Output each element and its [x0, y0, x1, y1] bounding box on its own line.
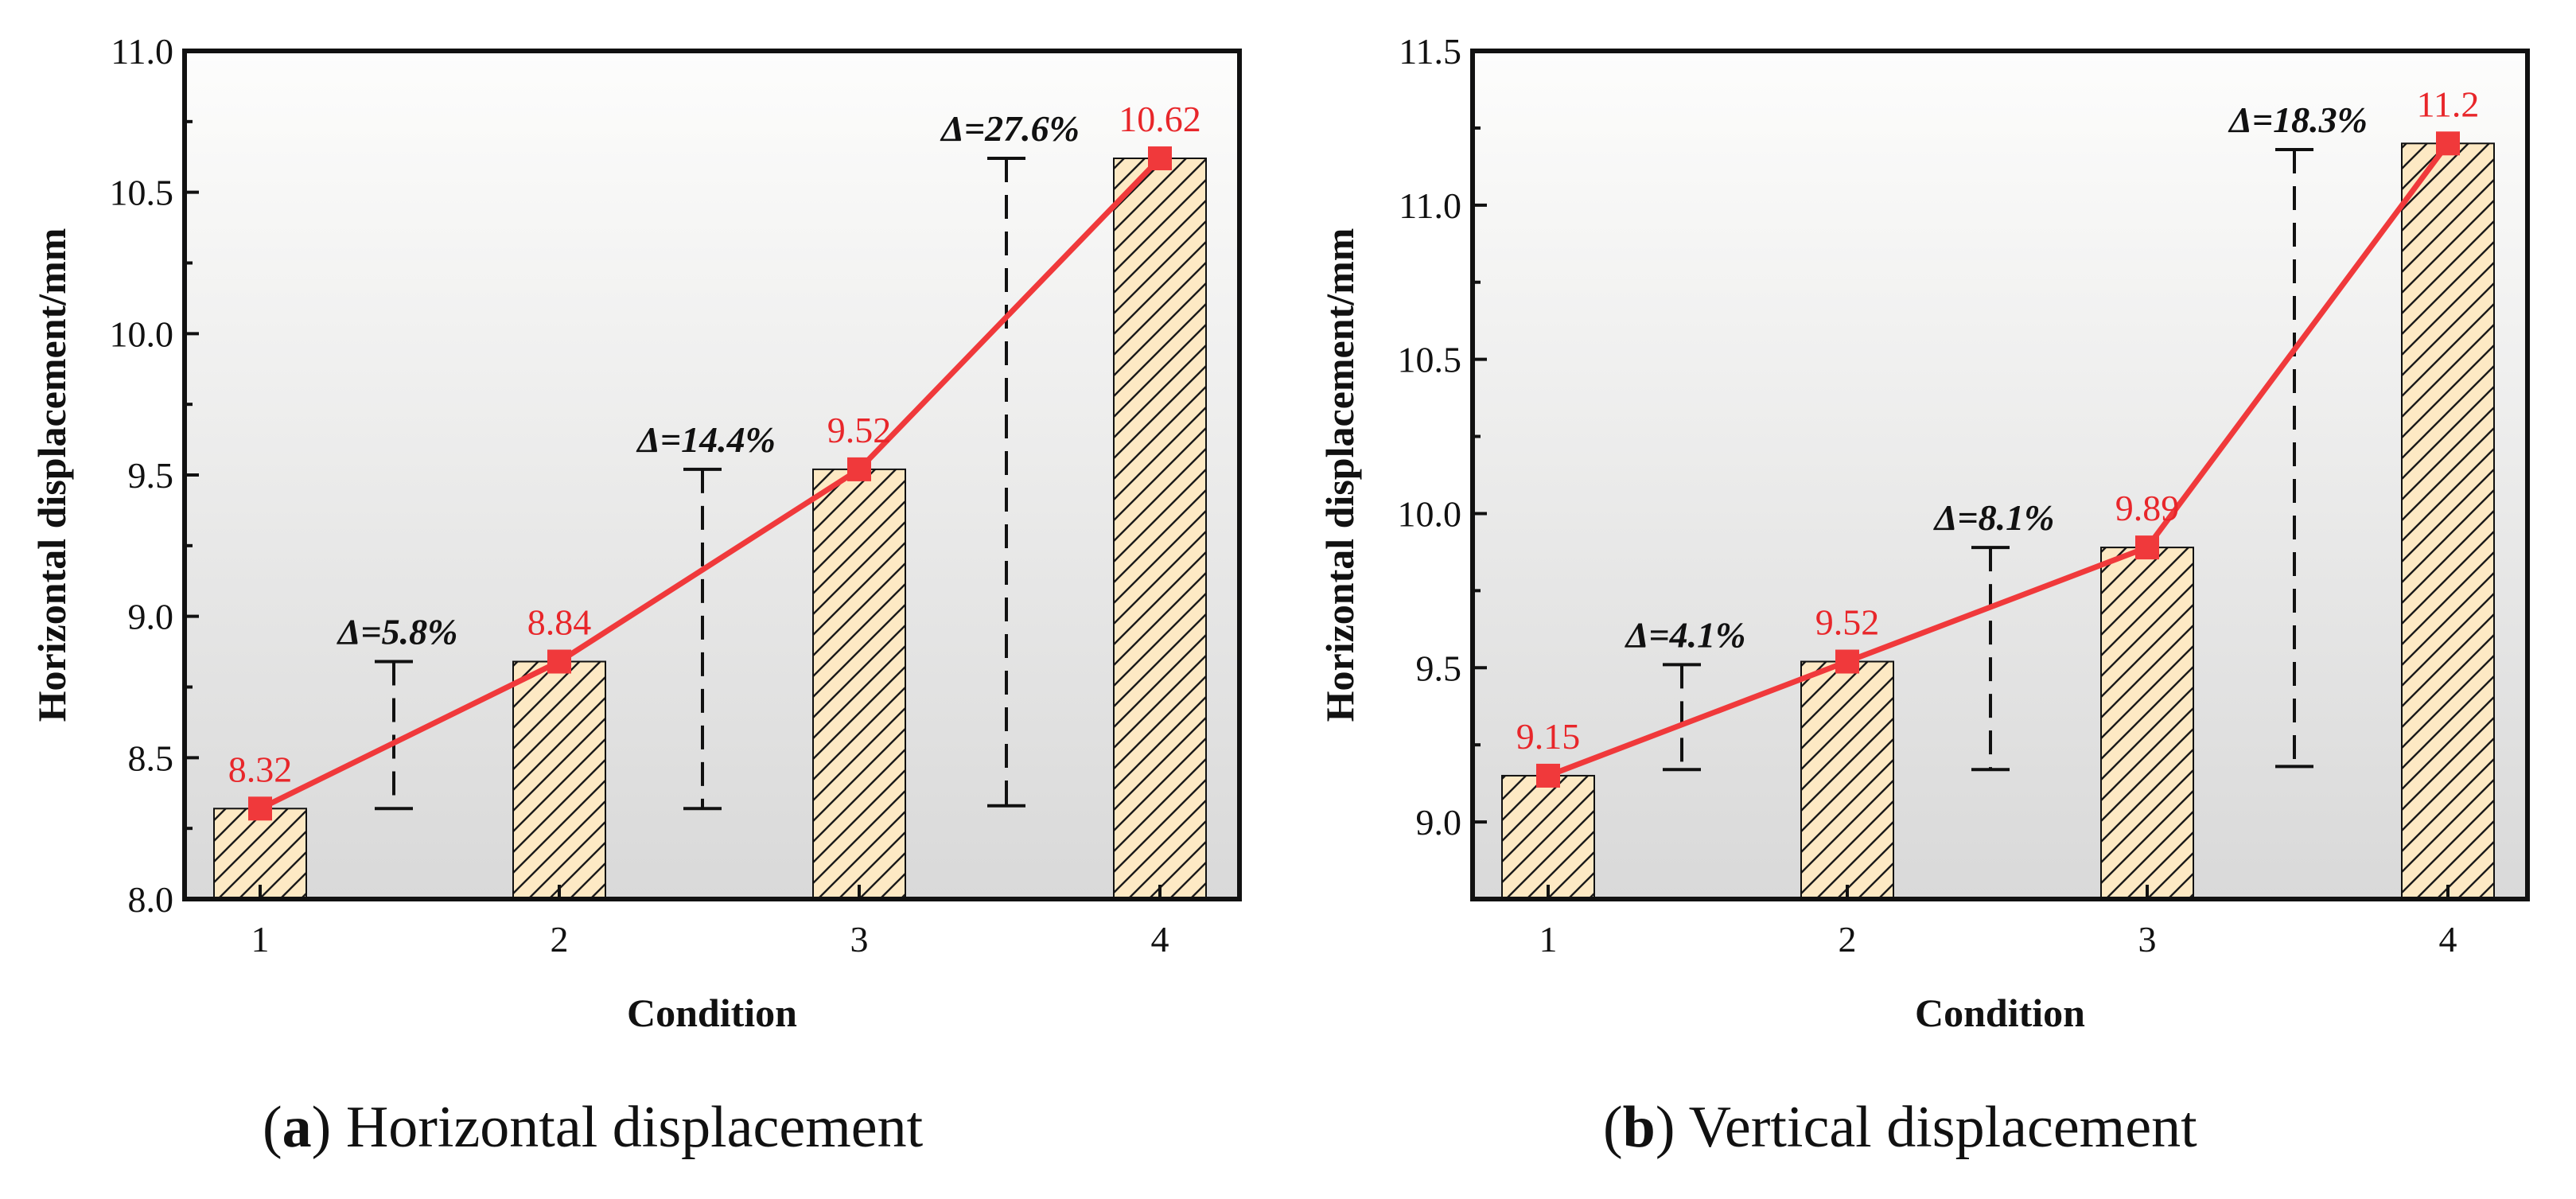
value-label-a-1: 8.32	[228, 749, 293, 789]
delta-label-a-1: Δ=5.8%	[337, 612, 458, 652]
y-tick-label-b-6: 11.5	[1399, 31, 1461, 72]
caption-a-text: Horizontal displacement	[345, 1095, 924, 1160]
delta-label-b-3: Δ=18.3%	[2228, 99, 2368, 140]
x-tick-label-b-1: 1	[1539, 919, 1558, 960]
delta-bracket-b-2	[1971, 546, 2010, 772]
value-label-b-3: 9.89	[2115, 488, 2180, 528]
delta-bracket-a-3	[987, 157, 1025, 808]
value-label-b-1: 9.15	[1516, 716, 1581, 757]
bar-a-3	[812, 468, 906, 900]
bar-a-1	[213, 808, 307, 900]
chart-a-horizontal: Δ=5.8%Δ=14.4%Δ=27.6%8.328.849.5210.628.0…	[29, 31, 1242, 1035]
y-axis-title-b: Horizontal displacement/mm	[1317, 228, 1362, 722]
y-tick-label-b-4: 10.5	[1398, 340, 1462, 380]
x-tick-label-a-3: 3	[850, 919, 869, 960]
y-tick-label-b-3: 10.0	[1398, 493, 1462, 534]
marker-a-1	[248, 796, 272, 821]
value-label-a-3: 9.52	[827, 410, 892, 450]
plot-area-a	[185, 51, 1239, 899]
y-tick-label-a-4: 9.5	[128, 455, 174, 496]
plot-area-b	[1473, 51, 2527, 899]
x-tick-label-b-3: 3	[2138, 919, 2157, 960]
bar-b-2	[1800, 660, 1894, 901]
delta-label-a-3: Δ=27.6%	[940, 108, 1080, 149]
bar-a-4	[1113, 158, 1207, 900]
delta-bracket-b-1	[1663, 663, 1701, 772]
value-label-a-4: 10.62	[1119, 99, 1201, 139]
marker-a-2	[547, 649, 571, 674]
y-axis-title-a: Horizontal displacement/mm	[29, 228, 74, 722]
x-axis-title-b: Condition	[1915, 991, 2085, 1035]
delta-bracket-a-2	[683, 467, 722, 811]
caption-a: (a) Horizontal displacement	[263, 1095, 924, 1160]
x-tick-label-a-1: 1	[251, 919, 270, 960]
caption-b-text: Vertical displacement	[1688, 1095, 2197, 1160]
trend-line-a	[259, 156, 1162, 812]
bar-a-2	[512, 660, 606, 901]
x-axis-title-a: Condition	[627, 991, 797, 1035]
delta-label-a-2: Δ=14.4%	[636, 419, 776, 460]
trend-line-b	[1547, 142, 2450, 779]
marker-b-1	[1536, 763, 1560, 788]
y-tick-label-b-1: 9.0	[1416, 802, 1462, 843]
y-tick-label-a-3: 9.0	[128, 597, 174, 637]
chart-b-vertical: Δ=4.1%Δ=8.1%Δ=18.3%9.159.529.8911.29.09.…	[1317, 31, 2530, 1035]
delta-bracket-a-1	[375, 660, 413, 811]
delta-bracket-b-3	[2275, 148, 2313, 769]
delta-label-b-2: Δ=8.1%	[1933, 497, 2055, 538]
x-tick-label-a-2: 2	[551, 919, 569, 960]
caption-a-letter: a	[282, 1095, 312, 1160]
value-label-a-2: 8.84	[527, 602, 592, 643]
x-tick-label-a-4: 4	[1151, 919, 1169, 960]
x-tick-label-b-2: 2	[1839, 919, 1857, 960]
y-tick-label-b-2: 9.5	[1416, 648, 1462, 688]
bar-b-4	[2401, 142, 2495, 901]
caption-b-letter: b	[1622, 1095, 1656, 1160]
bar-b-3	[2100, 547, 2194, 900]
plot-frame-b	[1470, 49, 2530, 901]
y-tick-label-a-5: 10.0	[110, 313, 174, 354]
caption-b: (b) Vertical displacement	[1603, 1095, 2197, 1160]
bar-b-1	[1501, 774, 1595, 900]
y-tick-label-b-5: 11.0	[1399, 185, 1461, 226]
marker-a-3	[847, 457, 871, 481]
marker-b-2	[1835, 649, 1859, 674]
y-tick-label-a-7: 11.0	[111, 31, 173, 72]
value-label-b-4: 11.2	[2417, 84, 2480, 124]
y-tick-label-a-1: 8.0	[128, 879, 174, 920]
y-tick-label-a-2: 8.5	[128, 738, 174, 778]
marker-a-4	[1148, 146, 1172, 171]
value-label-b-2: 9.52	[1815, 602, 1880, 643]
marker-b-3	[2135, 535, 2159, 560]
y-tick-label-a-6: 10.5	[110, 173, 174, 213]
x-tick-label-b-4: 4	[2439, 919, 2457, 960]
delta-label-b-1: Δ=4.1%	[1625, 614, 1746, 655]
marker-b-4	[2436, 131, 2460, 156]
